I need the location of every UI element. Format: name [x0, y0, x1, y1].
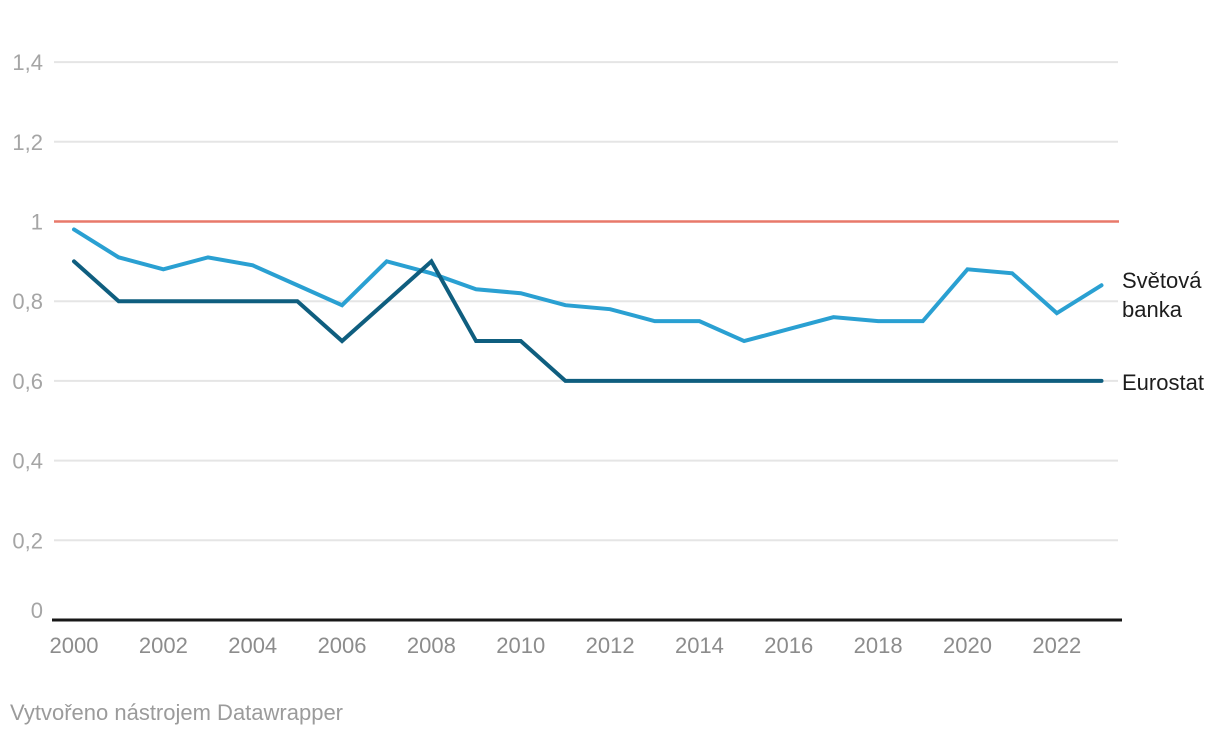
series-line-svetova-banka [72, 227, 1104, 344]
x-axis-tick-label: 2000 [50, 633, 99, 658]
y-axis-tick-label: 0,6 [12, 369, 43, 394]
x-axis-tick-label: 2020 [943, 633, 992, 658]
x-axis-tick-label: 2006 [318, 633, 367, 658]
x-axis-tick-label: 2018 [854, 633, 903, 658]
y-axis-tick-label: 1,2 [12, 130, 43, 155]
series-label-line-1: Eurostat [1122, 370, 1204, 395]
x-axis-tick-label: 2010 [496, 633, 545, 658]
y-axis-tick-label: 0,2 [12, 528, 43, 553]
y-axis-tick-label: 0,8 [12, 289, 43, 314]
x-axis-tick-label: 2002 [139, 633, 188, 658]
x-axis-tick-label: 2014 [675, 633, 724, 658]
y-axis-tick-label: 1 [31, 210, 43, 235]
x-axis-tick-label: 2004 [228, 633, 277, 658]
y-axis-tick-label: 0 [31, 598, 43, 623]
series-label-line-1: Světová [1122, 268, 1202, 293]
series-label-svetova-banka: Světová banka [1122, 266, 1202, 324]
attribution-text: Vytvořeno nástrojem Datawrapper [10, 700, 344, 725]
y-axis-tick-label: 0,4 [12, 449, 43, 474]
x-axis-tick-label: 2012 [586, 633, 635, 658]
series-label-eurostat: Eurostat [1122, 368, 1204, 397]
y-axis-tick-label: 1,4 [12, 50, 43, 75]
series-label-line-2: banka [1122, 297, 1182, 322]
x-axis-tick-label: 2008 [407, 633, 456, 658]
series-line-eurostat [72, 258, 1104, 383]
x-axis-tick-label: 2016 [764, 633, 813, 658]
x-axis-tick-label: 2022 [1032, 633, 1081, 658]
